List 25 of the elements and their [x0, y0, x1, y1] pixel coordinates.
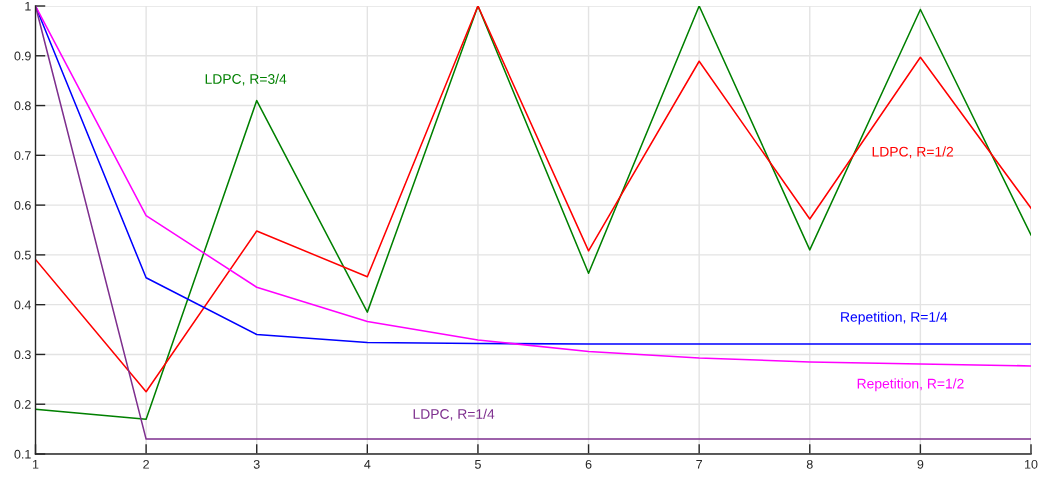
y-tick-label: 0.3 — [14, 350, 31, 360]
y-tick-label: 0.9 — [14, 51, 31, 61]
y-tick-label: 0.4 — [14, 300, 31, 310]
x-tick-label: 8 — [806, 459, 813, 469]
x-tick-label: 5 — [474, 460, 481, 469]
y-tick-label: 1 — [25, 1, 31, 11]
x-tick-label: 3 — [253, 459, 260, 469]
series-label: LDPC, R=1/2 — [872, 146, 954, 159]
x-tick-label: 7 — [696, 460, 703, 469]
series-label: Repetition, R=1/2 — [857, 378, 964, 392]
y-tick-label: 0.7 — [14, 151, 31, 160]
y-tick-label: 0.6 — [14, 200, 31, 210]
y-tick-label: 0.1 — [14, 449, 31, 459]
series-label: Repetition, R=1/4 — [841, 311, 948, 325]
y-tick-label: 0.5 — [14, 250, 31, 260]
x-tick-label: 10 — [1025, 459, 1038, 469]
series-label: LDPC, R=1/4 — [413, 408, 495, 421]
x-tick-label: 1 — [32, 460, 39, 469]
x-tick-label: 2 — [143, 459, 149, 469]
x-tick-label: 6 — [585, 459, 592, 469]
series-label: LDPC, R=3/4 — [205, 73, 287, 86]
x-tick-label: 9 — [917, 459, 924, 469]
y-tick-label: 0.8 — [14, 101, 31, 111]
y-tick-label: 0.2 — [14, 400, 31, 409]
x-tick-label: 4 — [364, 460, 371, 469]
